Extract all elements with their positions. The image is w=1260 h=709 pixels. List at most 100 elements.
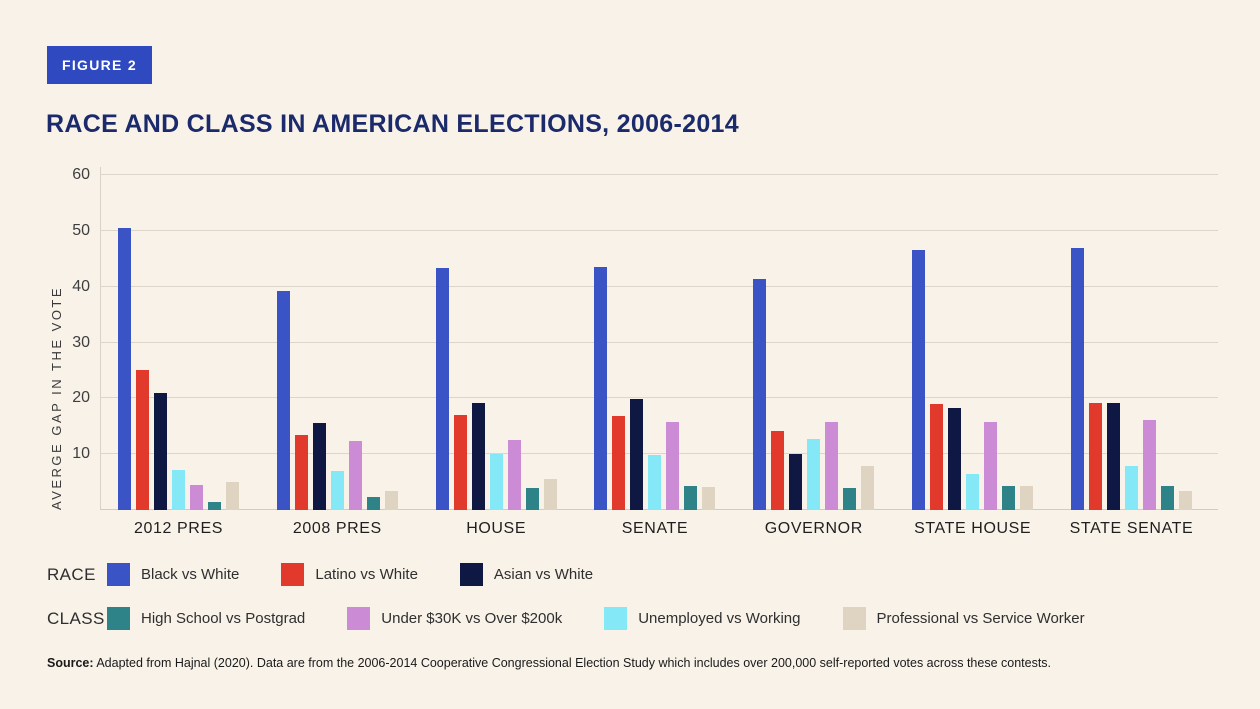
legend-swatch-under-30k-vs-over-200k [347, 607, 371, 630]
chart-legend: RACE Black vs White Latino vs White Asian v… [47, 563, 1217, 651]
bar-unemployed-vs-working-state-house [966, 474, 980, 510]
legend-swatch-asian-vs-white [459, 563, 483, 586]
bar-latino-vs-white-senate [612, 416, 626, 510]
bar-high-school-vs-postgrad-state-senate [1160, 486, 1174, 510]
legend-swatch-latino-vs-white [281, 563, 305, 586]
bar-black-vs-white-house [435, 268, 449, 510]
legend-swatch-black-vs-white [107, 563, 130, 586]
bar-under-30k-vs-over-200k-state-senate [1142, 420, 1156, 510]
gridline-50 [100, 229, 1218, 231]
bar-group-house: HOUSE [435, 175, 557, 537]
bar-unemployed-vs-working-state-senate [1124, 465, 1138, 510]
legend-item-high-school-vs-postgrad: High School vs Postgrad [107, 607, 305, 630]
x-category-label-state-house: STATE HOUSE [914, 520, 1032, 537]
legend-swatch-professional-vs-service-worker [842, 607, 866, 630]
bar-professional-vs-service-worker-house [543, 478, 557, 510]
legend-row-race: RACE Black vs White Latino vs White Asian v… [47, 563, 1217, 586]
legend-item-unemployed-vs-working: Unemployed vs Working [604, 607, 801, 630]
bar-unemployed-vs-working-governor [807, 439, 821, 510]
source-label: Source: [47, 656, 94, 670]
legend-swatch-high-school-vs-postgrad [107, 607, 130, 630]
legend-items-race: Black vs White Latino vs White Asian vs Wh… [107, 563, 593, 586]
bar-professional-vs-service-worker-governor [861, 466, 875, 510]
bar-high-school-vs-postgrad-senate [684, 486, 698, 510]
y-tick-label-40: 40 [72, 277, 90, 295]
page-title: RACE AND CLASS IN AMERICAN ELECTIONS, 20… [46, 110, 739, 138]
legend-label-unemployed-vs-working: Unemployed vs Working [638, 610, 801, 627]
legend-item-latino-vs-white: Latino vs White [281, 563, 418, 586]
bar-group-2008-pres: 2008 PRES [276, 175, 398, 537]
gridline-10 [100, 453, 1218, 455]
bar-black-vs-white-state-senate [1070, 247, 1084, 510]
bar-under-30k-vs-over-200k-house [507, 439, 521, 510]
x-category-label-governor: GOVERNOR [764, 520, 863, 537]
legend-label-black-vs-white: Black vs White [141, 566, 240, 583]
bar-under-30k-vs-over-200k-governor [825, 422, 839, 510]
bar-latino-vs-white-state-house [930, 403, 944, 510]
legend-group-label-class: CLASS [47, 608, 105, 628]
legend-label-high-school-vs-postgrad: High School vs Postgrad [141, 610, 306, 627]
bar-group-senate: SENATE [594, 175, 716, 537]
bar-professional-vs-service-worker-state-house [1020, 486, 1034, 510]
bar-professional-vs-service-worker-2008-pres [384, 491, 398, 510]
legend-label-asian-vs-white: Asian vs White [493, 566, 594, 583]
bar-asian-vs-white-2008-pres [312, 423, 326, 510]
bar-group-state-house: STATE HOUSE [912, 175, 1034, 537]
legend-item-professional-vs-service-worker: Professional vs Service Worker [842, 607, 1085, 630]
y-tick-label-20: 20 [72, 389, 90, 407]
bar-high-school-vs-postgrad-house [525, 487, 539, 510]
bar-latino-vs-white-2008-pres [294, 434, 308, 510]
bar-high-school-vs-postgrad-2008-pres [366, 496, 380, 510]
gridline-40 [100, 285, 1218, 287]
bar-professional-vs-service-worker-2012-pres [226, 482, 239, 510]
x-category-label-2008-pres: 2008 PRES [292, 520, 382, 537]
bar-unemployed-vs-working-senate [648, 455, 662, 510]
bar-under-30k-vs-over-200k-2008-pres [348, 441, 362, 510]
bar-black-vs-white-2008-pres [276, 290, 290, 510]
bar-groups: 2012 PRES 2008 PRES HOUSE SENATE GOVERNOR STA… [118, 175, 1193, 537]
legend-item-asian-vs-white: Asian vs White [459, 563, 594, 586]
y-tick-label-30: 30 [72, 333, 90, 351]
bar-unemployed-vs-working-2008-pres [330, 470, 344, 510]
legend-item-under-30k-vs-over-200k: Under $30K vs Over $200k [347, 607, 562, 630]
x-category-label-2012-pres: 2012 PRES [133, 520, 224, 537]
y-tick-label-10: 10 [72, 445, 90, 463]
legend-items-class: High School vs Postgrad Under $30K vs Ove… [107, 607, 1085, 630]
bar-black-vs-white-2012-pres [118, 228, 131, 510]
gridline-60 [100, 174, 1218, 175]
bar-asian-vs-white-state-senate [1106, 403, 1120, 510]
bar-black-vs-white-governor [753, 279, 767, 510]
bar-group-2012-pres: 2012 PRES [118, 175, 239, 537]
bar-black-vs-white-state-house [912, 249, 926, 510]
bar-professional-vs-service-worker-senate [702, 487, 716, 510]
bar-asian-vs-white-state-house [948, 408, 962, 510]
legend-label-latino-vs-white: Latino vs White [315, 566, 418, 583]
gridline-30 [100, 341, 1218, 343]
y-tick-label-60: 60 [72, 166, 90, 183]
bar-under-30k-vs-over-200k-senate [666, 421, 680, 510]
x-category-label-senate: SENATE [621, 520, 689, 537]
legend-row-class: CLASS High School vs Postgrad Under $30K v… [47, 607, 1217, 630]
x-category-label-house: HOUSE [466, 520, 527, 537]
gridline-20 [100, 397, 1218, 399]
bar-high-school-vs-postgrad-state-house [1002, 486, 1016, 510]
source-text: Adapted from Hajnal (2020). Data are fro… [93, 656, 1052, 670]
bar-latino-vs-white-governor [771, 431, 785, 510]
bar-asian-vs-white-2012-pres [154, 392, 167, 510]
bar-asian-vs-white-senate [630, 399, 644, 510]
bar-group-state-senate: STATE SENATE [1070, 175, 1193, 537]
bar-group-governor: GOVERNOR [753, 175, 875, 537]
bar-high-school-vs-postgrad-governor [843, 487, 857, 510]
legend-swatch-unemployed-vs-working [604, 607, 628, 630]
bar-high-school-vs-postgrad-2012-pres [208, 501, 221, 510]
bar-under-30k-vs-over-200k-state-house [984, 421, 998, 510]
bar-unemployed-vs-working-house [489, 454, 503, 510]
source-note: Source: Adapted from Hajnal (2020). Data… [47, 656, 1051, 670]
bar-professional-vs-service-worker-state-senate [1178, 491, 1192, 510]
bar-chart: 10 20 30 40 50 60 2012 PRES 2008 PRES HOUSE SENA… [72, 166, 1218, 537]
x-category-label-state-senate: STATE SENATE [1069, 520, 1194, 537]
bar-under-30k-vs-over-200k-2012-pres [190, 485, 203, 510]
legend-label-under-30k-vs-over-200k: Under $30K vs Over $200k [381, 610, 563, 627]
bar-latino-vs-white-house [453, 415, 467, 510]
